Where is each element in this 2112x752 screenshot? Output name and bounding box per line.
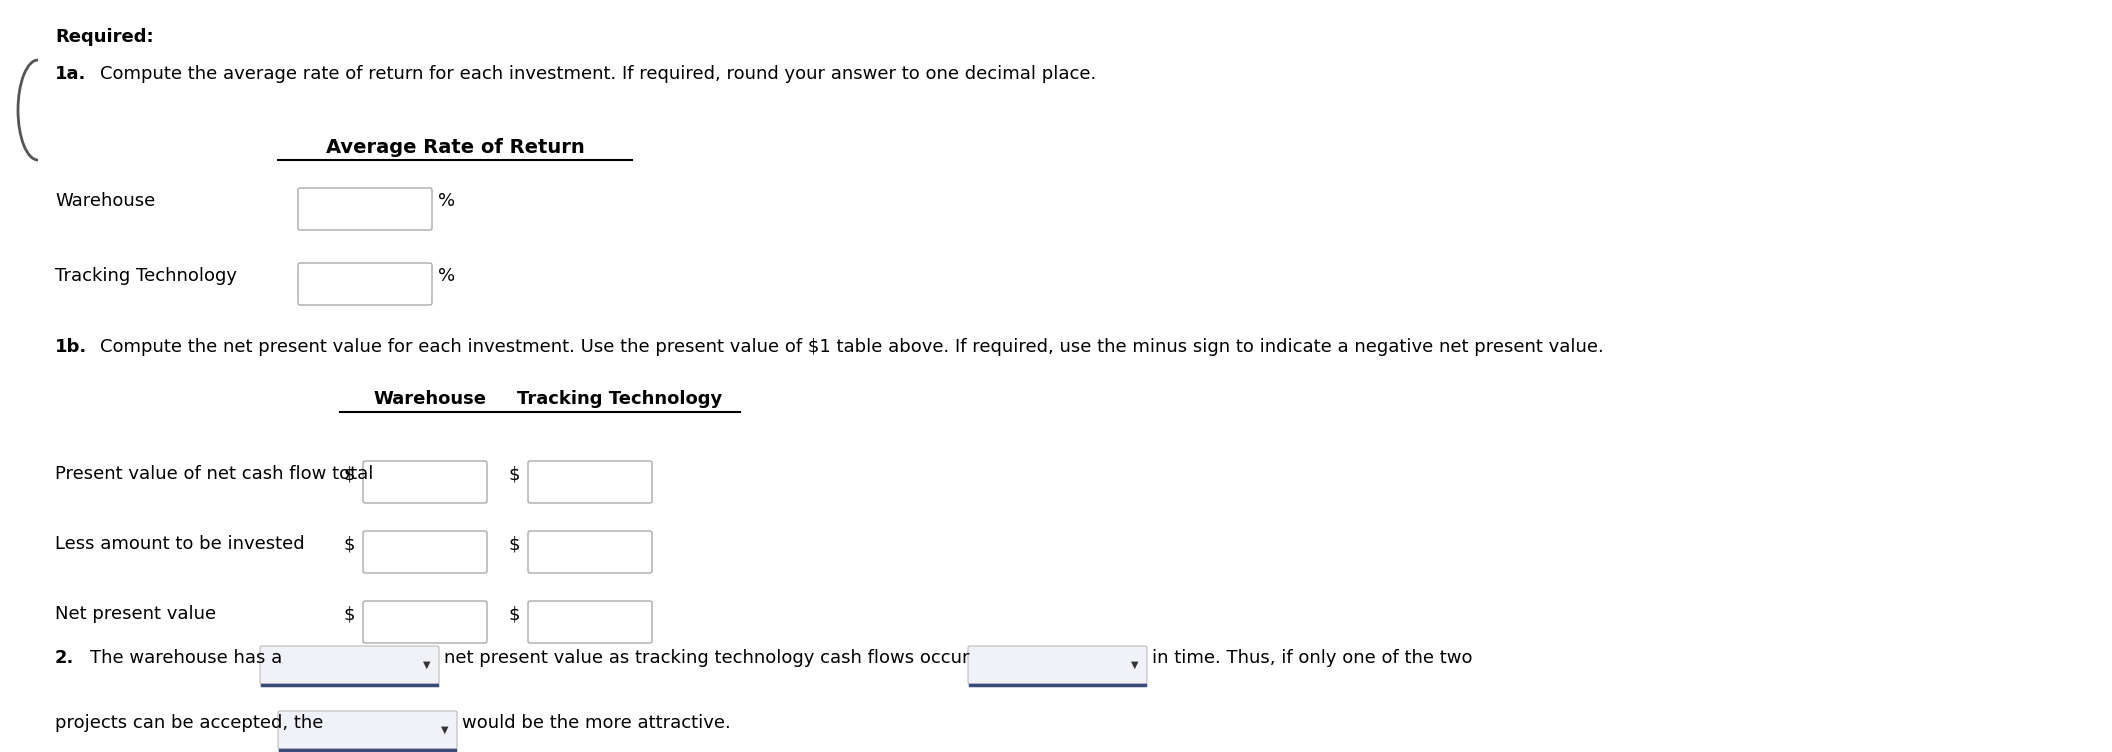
Text: Average Rate of Return: Average Rate of Return (325, 138, 585, 157)
FancyBboxPatch shape (967, 646, 1147, 684)
FancyBboxPatch shape (528, 601, 653, 643)
FancyBboxPatch shape (363, 531, 488, 573)
Text: $: $ (344, 535, 355, 553)
Text: Less amount to be invested: Less amount to be invested (55, 535, 304, 553)
Text: Compute the average rate of return for each investment. If required, round your : Compute the average rate of return for e… (99, 65, 1096, 83)
Text: in time. Thus, if only one of the two: in time. Thus, if only one of the two (1151, 649, 1472, 667)
FancyBboxPatch shape (298, 188, 433, 230)
Text: ▼: ▼ (422, 660, 431, 670)
Text: Warehouse: Warehouse (55, 192, 156, 210)
Text: $: $ (509, 535, 520, 553)
Text: %: % (437, 267, 454, 285)
Text: ▼: ▼ (1132, 660, 1138, 670)
Text: Compute the net present value for each investment. Use the present value of $1 t: Compute the net present value for each i… (99, 338, 1603, 356)
Text: The warehouse has a: The warehouse has a (91, 649, 283, 667)
Text: $: $ (509, 605, 520, 623)
Text: 1b.: 1b. (55, 338, 87, 356)
Text: 1a.: 1a. (55, 65, 87, 83)
FancyBboxPatch shape (363, 461, 488, 503)
FancyBboxPatch shape (528, 531, 653, 573)
Text: %: % (437, 192, 454, 210)
Text: net present value as tracking technology cash flows occur: net present value as tracking technology… (444, 649, 969, 667)
Text: 2.: 2. (55, 649, 74, 667)
FancyBboxPatch shape (363, 601, 488, 643)
FancyBboxPatch shape (279, 711, 456, 749)
Text: $: $ (344, 605, 355, 623)
FancyBboxPatch shape (528, 461, 653, 503)
Text: would be the more attractive.: would be the more attractive. (463, 714, 731, 732)
Text: Present value of net cash flow total: Present value of net cash flow total (55, 465, 374, 483)
FancyBboxPatch shape (260, 646, 439, 684)
Text: Net present value: Net present value (55, 605, 215, 623)
Text: Required:: Required: (55, 28, 154, 46)
Text: projects can be accepted, the: projects can be accepted, the (55, 714, 323, 732)
FancyBboxPatch shape (298, 263, 433, 305)
Text: Warehouse: Warehouse (374, 390, 486, 408)
Text: Tracking Technology: Tracking Technology (517, 390, 722, 408)
Text: $: $ (344, 465, 355, 483)
Text: Tracking Technology: Tracking Technology (55, 267, 237, 285)
Text: $: $ (509, 465, 520, 483)
Text: ▼: ▼ (441, 725, 448, 735)
